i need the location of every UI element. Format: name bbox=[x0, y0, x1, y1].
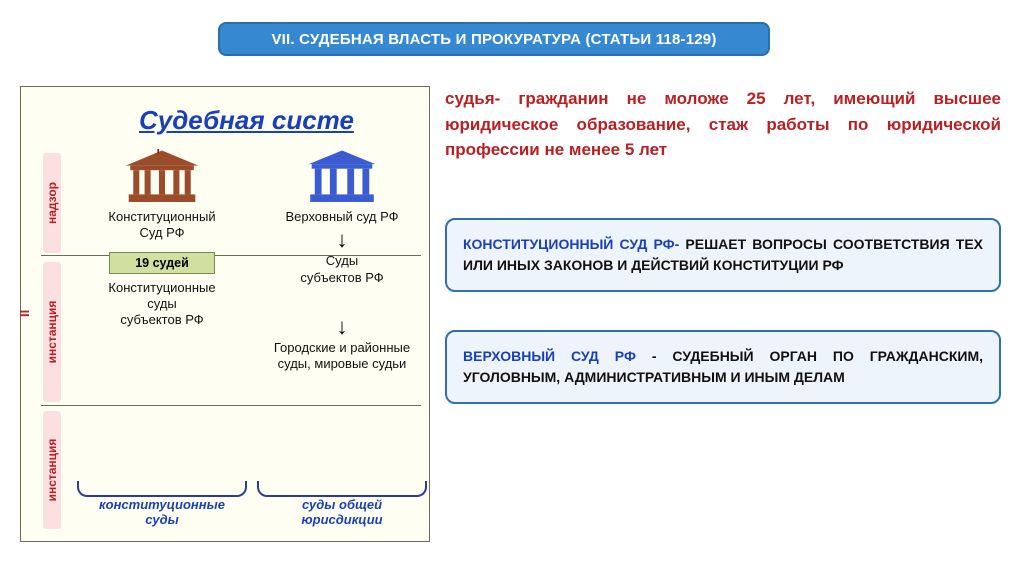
node-label: Конституционный Суд РФ bbox=[77, 209, 247, 242]
column-general-jurisdiction: Верховный суд РФ ↓ Суды субъектов РФ ↓ Г… bbox=[257, 143, 427, 533]
arrow-down-icon: ↓ bbox=[257, 229, 427, 251]
building-icon bbox=[303, 149, 381, 205]
column-brace bbox=[77, 481, 247, 497]
node-label: Верховный суд РФ bbox=[257, 209, 427, 225]
infobox-constitutional-court: КОНСТИТУЦИОННЫЙ СУД РФ- РЕШАЕТ ВОПРОСЫ С… bbox=[445, 218, 1001, 292]
infobox-lead: КОНСТИТУЦИОННЫЙ СУД РФ- bbox=[463, 236, 679, 252]
section-header: VII. СУДЕБНАЯ ВЛАСТЬ И ПРОКУРАТУРА (СТАТ… bbox=[218, 22, 770, 56]
tier-rail-1: инстанция bbox=[43, 411, 61, 529]
node-label: Конституционные суды субъектов РФ bbox=[77, 280, 247, 329]
tier-rail-3: надзор bbox=[43, 153, 61, 253]
column-brace bbox=[257, 481, 427, 497]
court-system-diagram: надзор инстанция II инстанция Судебная с… bbox=[20, 86, 430, 542]
column-constitutional: Конституционный Суд РФ 19 судей Конститу… bbox=[77, 143, 247, 533]
arrow-down-icon: ↓ bbox=[257, 316, 427, 338]
tier-label: надзор bbox=[45, 182, 59, 224]
infobox-supreme-court: ВЕРХОВНЫЙ СУД РФ - СУДЕБНЫЙ ОРГАН ПО ГРА… bbox=[445, 330, 1001, 404]
tier-marker-ii: II bbox=[17, 310, 32, 317]
diagram-title: Судебная систе bbox=[139, 105, 354, 136]
column-bottom-label: конституционные суды bbox=[77, 497, 247, 527]
tier-rail-2: инстанция bbox=[43, 262, 61, 402]
building-icon bbox=[123, 149, 201, 205]
infobox-lead: ВЕРХОВНЫЙ СУД РФ bbox=[463, 348, 636, 364]
judge-requirements-text: судья- гражданин не моложе 25 лет, имеющ… bbox=[445, 86, 1001, 163]
judges-badge: 19 судей bbox=[109, 252, 215, 274]
tier-label: инстанция bbox=[45, 301, 59, 364]
tier-label: инстанция bbox=[45, 439, 59, 502]
node-label: Городские и районные суды, мировые судьи bbox=[257, 340, 427, 373]
node-label: Суды субъектов РФ bbox=[257, 253, 427, 286]
section-header-text: VII. СУДЕБНАЯ ВЛАСТЬ И ПРОКУРАТУРА (СТАТ… bbox=[271, 31, 716, 48]
column-bottom-label: суды общей юрисдикции bbox=[257, 497, 427, 527]
diagram-columns: Конституционный Суд РФ 19 судей Конститу… bbox=[77, 143, 419, 533]
